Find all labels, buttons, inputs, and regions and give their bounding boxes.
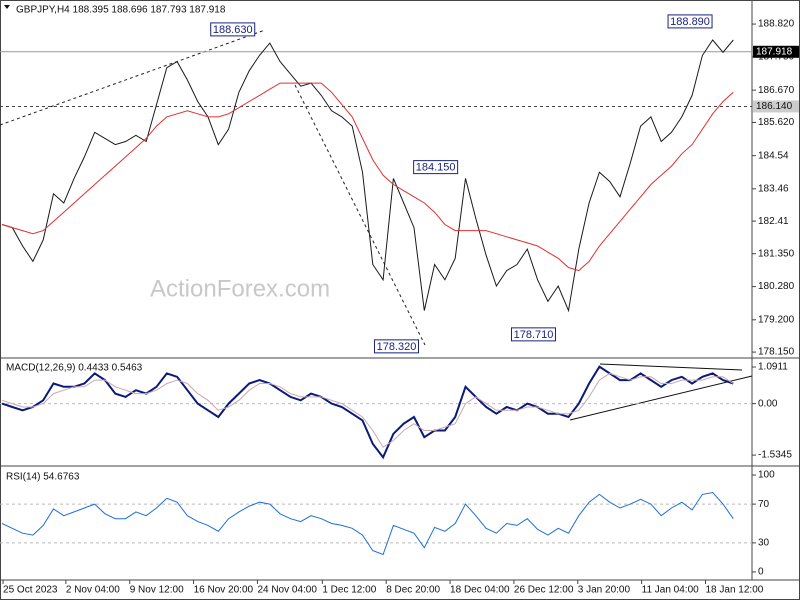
x-tick-label: 9 Nov 12:00 (130, 585, 184, 596)
dropdown-icon (4, 5, 10, 9)
series-line (1, 365, 734, 460)
y-tick-label: 182.41 (758, 216, 789, 227)
x-tick-label: 18 Jan 12:00 (705, 585, 763, 596)
macd-title: MACD(12,26,9) 0.4433 0.5463 (6, 363, 143, 374)
x-tick-label: 1 Dec 12:00 (322, 585, 376, 596)
price-tag (753, 100, 799, 113)
annotation-label: 178.710 (514, 329, 554, 341)
x-tick-label: 3 Jan 20:00 (578, 585, 631, 596)
trend-line (0, 29, 266, 126)
y-tick-label: 179.200 (758, 314, 795, 325)
y-tick-label: 180.280 (758, 281, 795, 292)
y-tick-label: -1.5345 (758, 450, 792, 461)
y-tick-label: 178.150 (758, 347, 795, 358)
annotation-box (373, 339, 419, 354)
x-tick-label: 26 Dec 12:00 (514, 585, 574, 596)
y-tick-label: 70 (758, 499, 770, 510)
y-tick-label: 186.670 (758, 85, 795, 96)
y-tick-label: 183.46 (758, 183, 789, 194)
y-tick-label: 181.350 (758, 248, 795, 259)
y-tick-label: 30 (758, 538, 770, 549)
series-line (1, 39, 734, 313)
y-tick-label: 185.620 (758, 117, 795, 128)
annotation-label: 184.150 (416, 162, 456, 174)
macd-trend-line (569, 375, 753, 421)
x-tick-label: 24 Nov 04:00 (257, 585, 317, 596)
series-line (1, 491, 734, 556)
y-tick-label: 0 (758, 567, 764, 578)
y-tick-label: 100 (758, 470, 775, 481)
annotation-box (510, 327, 556, 342)
series-line (1, 82, 734, 272)
x-tick-label: 2 Nov 04:00 (66, 585, 120, 596)
price-tag-label: 187.918 (756, 46, 793, 57)
x-tick-label: 8 Dec 20:00 (386, 585, 440, 596)
annotation-box (667, 14, 713, 29)
price-tag (753, 45, 799, 58)
macd-trend-line (599, 363, 743, 371)
annotation-box (210, 22, 256, 37)
annotation-box (413, 160, 459, 175)
y-tick-label: 184.54 (758, 150, 789, 161)
x-tick-label: 25 Oct 2023 (3, 585, 58, 596)
price-tag-label: 186.140 (756, 101, 793, 112)
watermark: ActionForex.com (150, 275, 330, 302)
x-tick-label: 18 Dec 04:00 (450, 585, 510, 596)
y-tick-label: 188.820 (758, 19, 795, 30)
trend-line (294, 84, 426, 346)
series-line (1, 372, 734, 448)
x-tick-label: 11 Jan 04:00 (642, 585, 700, 596)
x-tick-label: 16 Nov 20:00 (194, 585, 254, 596)
y-tick-label: 1.0911 (758, 362, 788, 373)
annotation-label: 188.630 (213, 24, 253, 36)
rsi-title: RSI(14) 54.6763 (6, 472, 80, 483)
chart-title: GBPJPY,H4 188.395 188.696 187.793 187.91… (16, 5, 226, 16)
annotation-label: 178.320 (377, 341, 417, 353)
y-tick-label: 0.00 (758, 398, 778, 409)
annotation-label: 188.890 (670, 16, 710, 28)
